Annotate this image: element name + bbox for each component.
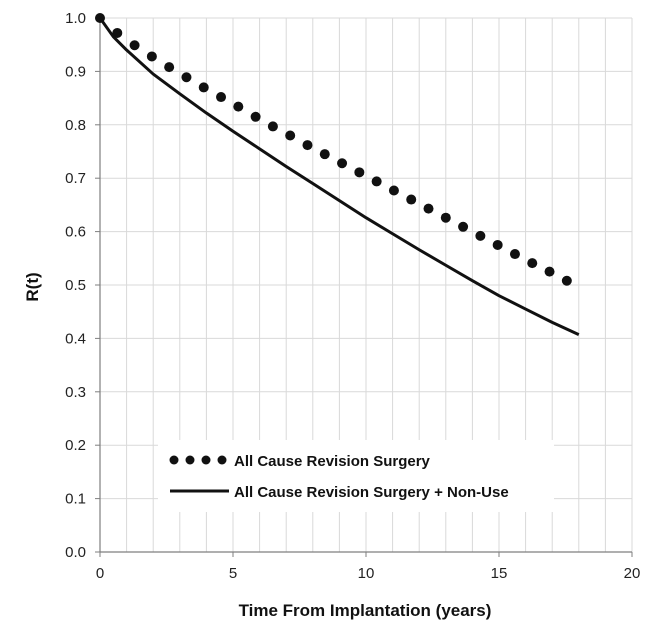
y-tick-label: 0.9 [65, 63, 86, 80]
data-point [509, 249, 520, 260]
legend-label-revision-nonuse: All Cause Revision Surgery + Non-Use [234, 484, 509, 501]
x-tick-label: 0 [96, 565, 104, 582]
x-tick-label: 10 [358, 565, 375, 582]
data-point [146, 51, 157, 62]
data-point [544, 266, 555, 277]
y-tick-label: 0.5 [65, 277, 86, 294]
data-point [475, 230, 486, 241]
data-point [458, 221, 469, 232]
data-point [561, 275, 572, 286]
y-tick-label: 0.2 [65, 437, 86, 454]
data-point [423, 203, 434, 214]
data-point [181, 72, 192, 83]
data-point [302, 140, 313, 151]
y-tick-label: 0.4 [65, 330, 86, 347]
series-layer [95, 13, 580, 337]
data-point [285, 130, 296, 141]
data-point [267, 121, 278, 132]
y-tick-label: 0.3 [65, 384, 86, 401]
y-tick-label: 0.6 [65, 224, 86, 241]
data-point [354, 167, 365, 178]
y-tick-label: 0.1 [65, 491, 86, 508]
legend-dot [185, 455, 195, 465]
data-point [492, 239, 503, 250]
y-tick-label: 1.0 [65, 10, 86, 27]
y-tick-label: 0.8 [65, 117, 86, 134]
data-point [112, 27, 123, 38]
data-point [337, 158, 348, 169]
y-axis-title: R(t) [23, 272, 42, 301]
legend-dotted-sample [169, 455, 227, 465]
x-tick-label: 15 [491, 565, 508, 582]
data-point [233, 101, 244, 112]
tick-labels: 0.0 0.1 0.2 0.3 0.4 0.5 0.6 0.7 0.8 0.9 1.0 0 5 10 15 2… [65, 10, 640, 582]
data-point [406, 194, 417, 205]
data-point [129, 40, 140, 51]
series-line-revision-nonuse [98, 17, 580, 337]
axes [95, 17, 633, 557]
x-tick-label: 20 [624, 565, 641, 582]
x-axis-title: Time From Implantation (years) [239, 601, 492, 620]
data-point [388, 185, 399, 196]
legend-dot [169, 455, 179, 465]
data-point [250, 111, 261, 122]
data-point [216, 92, 227, 103]
legend-dot [217, 455, 227, 465]
y-tick-label: 0.7 [65, 170, 86, 187]
y-tick-label: 0.0 [65, 544, 86, 561]
data-point [527, 258, 538, 269]
data-point [198, 82, 209, 93]
series-dotted-revision [95, 13, 572, 286]
data-point [440, 212, 451, 223]
data-point [371, 176, 382, 187]
x-tick-label: 5 [229, 565, 237, 582]
legend-box [158, 440, 554, 512]
legend: All Cause Revision Surgery All Cause Rev… [158, 440, 554, 512]
data-point [319, 149, 330, 160]
legend-label-revision: All Cause Revision Surgery [234, 453, 431, 470]
data-point [164, 62, 175, 73]
legend-dot [201, 455, 211, 465]
